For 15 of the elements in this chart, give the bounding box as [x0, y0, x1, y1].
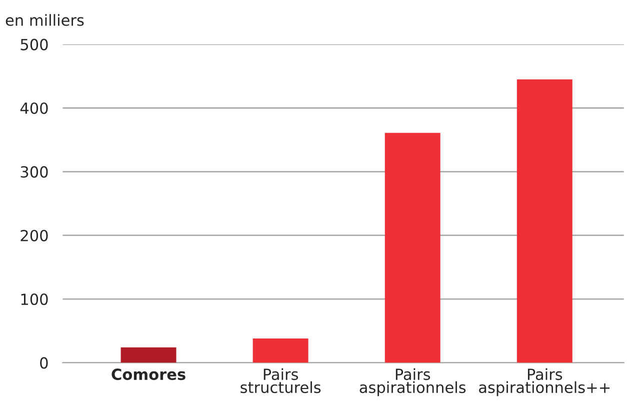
bar: [516, 79, 572, 363]
bar: [120, 347, 176, 363]
y-tick-label: 500: [20, 38, 48, 50]
y-tick-label: 200: [20, 230, 48, 242]
y-tick-label: 400: [20, 102, 48, 114]
y-axis-title: en milliers: [6, 14, 84, 26]
x-tick-label: Pairs aspirationnels++: [479, 368, 610, 396]
y-tick-label: 100: [21, 293, 48, 306]
y-tick-label: 0: [40, 357, 48, 369]
x-tick-label: Pairs aspirationnels: [360, 368, 466, 396]
y-tick-label: 300: [20, 166, 48, 178]
x-tick-label: Pairs structurels: [240, 368, 321, 394]
bar: [384, 132, 440, 363]
x-tick-label: Comores: [112, 368, 186, 380]
bar: [252, 338, 308, 363]
